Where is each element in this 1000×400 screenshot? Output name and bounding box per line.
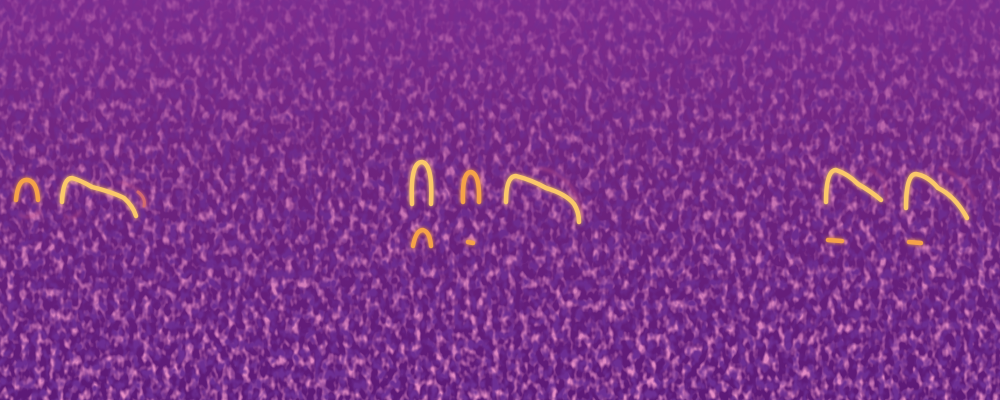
call-halo: [18, 166, 977, 220]
call-group: [13, 175, 146, 219]
call-group: [823, 167, 970, 246]
call-group: [409, 159, 582, 249]
